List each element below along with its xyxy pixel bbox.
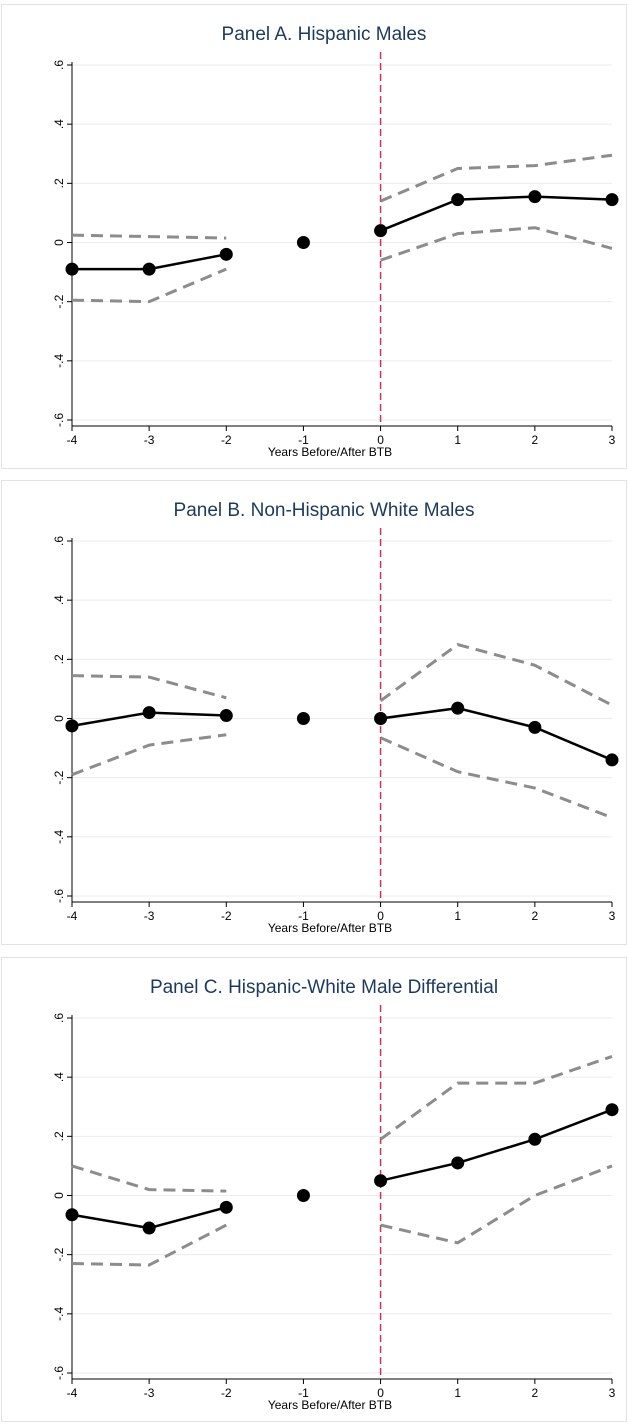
x-axis-title: Years Before/After BTB xyxy=(268,445,392,459)
series-line-ci-upper xyxy=(71,674,227,700)
x-tick-label: -3 xyxy=(144,909,155,923)
x-tick-label: -2 xyxy=(221,909,232,923)
estimate-point xyxy=(65,1208,79,1222)
y-tick-label: .4 xyxy=(52,119,66,129)
series-line-ci-upper xyxy=(379,1055,613,1141)
y-tick-label: .2 xyxy=(52,654,66,664)
x-tick-label: -3 xyxy=(144,433,155,447)
y-tick-label: -.6 xyxy=(52,889,66,903)
y-tick-label: -.4 xyxy=(52,830,66,844)
x-axis-title: Years Before/After BTB xyxy=(268,921,392,935)
y-tick-label: 0 xyxy=(52,239,66,246)
y-tick-label: -.6 xyxy=(52,413,66,427)
x-tick-label: 2 xyxy=(532,909,539,923)
x-tick-label: 2 xyxy=(532,433,539,447)
estimate-point xyxy=(374,712,388,725)
series-line-ci-upper xyxy=(379,642,613,707)
estimate-point xyxy=(65,719,79,733)
series-line-ci-upper xyxy=(71,233,227,240)
x-tick-label: -1 xyxy=(298,1386,309,1400)
estimate-point xyxy=(374,1174,388,1188)
x-tick-label: -4 xyxy=(67,433,78,447)
y-tick-label: .6 xyxy=(52,60,66,70)
panel-frame xyxy=(1,480,627,945)
chart-panel-1: Panel A. Hispanic Males -.6 -.4 -.2 0 .2 .4 .6 -… xyxy=(1,4,627,469)
y-tick-label: -.2 xyxy=(52,294,66,308)
estimate-point xyxy=(451,701,465,715)
estimate-point xyxy=(219,709,233,723)
x-tick-label: -2 xyxy=(221,1386,232,1400)
series-line-ci-lower xyxy=(379,736,613,820)
y-tick-label: .4 xyxy=(52,1072,66,1082)
y-tick-label: -.2 xyxy=(52,770,66,784)
x-axis-title: Years Before/After BTB xyxy=(268,1398,392,1412)
x-tick-label: -4 xyxy=(67,909,78,923)
series-line-ci-lower xyxy=(71,733,227,777)
x-tick-label: -1 xyxy=(298,909,309,923)
estimate-point xyxy=(605,193,619,207)
estimate-point xyxy=(65,262,79,276)
x-tick-label: 0 xyxy=(377,433,384,447)
series-line-ci-lower xyxy=(380,1164,613,1245)
x-tick-label: 1 xyxy=(454,433,461,447)
chart-panel-2: Panel B. Non-Hispanic White Males -.6 -.4 -… xyxy=(1,480,627,945)
estimate-point xyxy=(219,1200,233,1214)
x-tick-label: -4 xyxy=(67,1386,78,1400)
estimate-point xyxy=(451,193,465,207)
estimate-point xyxy=(451,1156,465,1170)
y-tick-label: -.6 xyxy=(52,1366,66,1380)
x-tick-label: 0 xyxy=(377,1386,384,1400)
x-tick-label: 2 xyxy=(532,1386,539,1400)
series-line-estimate xyxy=(380,706,613,762)
y-tick-label: -.4 xyxy=(52,1307,66,1321)
y-tick-label: -.2 xyxy=(52,1247,66,1261)
x-tick-label: 3 xyxy=(609,909,616,923)
estimate-point xyxy=(374,224,388,238)
series-line-ci-upper xyxy=(379,153,613,203)
estimate-point xyxy=(528,720,542,734)
estimate-point xyxy=(605,753,619,767)
chart-title: Panel C. Hispanic-White Male Differentia… xyxy=(150,977,498,998)
x-tick-label: 3 xyxy=(609,1386,616,1400)
estimate-point xyxy=(142,1221,156,1235)
y-tick-label: 0 xyxy=(52,1192,66,1199)
y-tick-label: .2 xyxy=(52,178,66,188)
chart-title: Panel B. Non-Hispanic White Males xyxy=(174,500,475,521)
chart-panel-3: Panel C. Hispanic-White Male Differentia… xyxy=(1,957,627,1422)
x-tick-label: -2 xyxy=(221,433,232,447)
x-tick-label: 3 xyxy=(609,433,616,447)
panel-frame xyxy=(1,957,627,1422)
estimate-point xyxy=(296,1189,310,1202)
y-tick-label: .2 xyxy=(52,1131,66,1141)
series-line-estimate xyxy=(380,1108,613,1182)
x-tick-label: 0 xyxy=(377,909,384,923)
estimate-point xyxy=(605,1103,619,1117)
series-line-ci-lower xyxy=(71,267,227,304)
estimate-point xyxy=(142,262,156,276)
estimate-point xyxy=(142,706,156,720)
series-line-ci-upper xyxy=(71,1164,227,1193)
y-tick-label: .6 xyxy=(52,1013,66,1023)
x-tick-label: -1 xyxy=(298,433,309,447)
estimate-point xyxy=(296,236,310,249)
x-tick-label: 1 xyxy=(454,1386,461,1400)
series-line-ci-lower xyxy=(380,226,613,262)
series-line-estimate xyxy=(380,195,613,232)
series-line-ci-lower xyxy=(71,1223,227,1267)
estimate-point xyxy=(296,712,310,725)
x-tick-label: 1 xyxy=(454,909,461,923)
y-tick-label: .4 xyxy=(52,595,66,605)
x-tick-label: -3 xyxy=(144,1386,155,1400)
estimate-point xyxy=(219,247,233,261)
y-tick-label: -.4 xyxy=(52,354,66,368)
chart-title: Panel A. Hispanic Males xyxy=(222,24,427,45)
estimate-point xyxy=(528,190,542,204)
panel-frame xyxy=(1,4,627,469)
y-tick-label: .6 xyxy=(52,536,66,546)
y-tick-label: 0 xyxy=(52,715,66,722)
estimate-point xyxy=(528,1132,542,1146)
